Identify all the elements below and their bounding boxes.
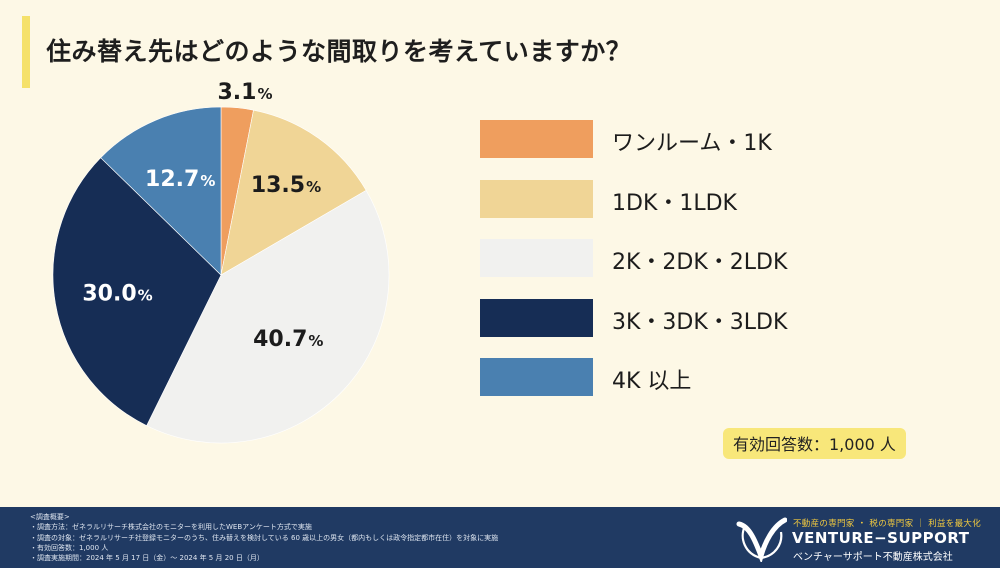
pie-slice [220, 109, 367, 276]
brand-name: VENTURE−SUPPORT [792, 529, 970, 547]
legend-item-1dk: 1DK・1LDK [480, 179, 920, 220]
legend-item-3k: 3K・3DK・3LDK [480, 298, 920, 339]
pie-value-label: 13.5% [251, 173, 321, 198]
venture-support-logo-icon [736, 517, 787, 562]
legend-swatch [480, 358, 593, 396]
legend-item-2k: 2K・2DK・2LDK [480, 239, 920, 279]
legend-label: 3K・3DK・3LDK [612, 309, 788, 335]
legend-label: ワンルーム・1K [612, 131, 772, 156]
legend-swatch [480, 298, 593, 337]
pie-value-label: 12.7% [145, 167, 215, 192]
survey-notes: <調査概要> ・調査方法：ゼネラルリサーチ株式会社のモニターを利用したWEBアン… [30, 512, 498, 563]
pie-value-label: 40.7% [253, 327, 323, 352]
chart-title: 住み替え先はどのような間取りを考えていますか？ [46, 37, 632, 66]
pie-value-label: 3.1% [217, 80, 272, 105]
respondents-count-badge: 有効回答数：1,000 人 [723, 428, 906, 459]
pie-slice [146, 189, 390, 444]
legend-item-one-room: ワンルーム・1K [480, 120, 920, 160]
legend-swatch [480, 239, 593, 277]
pie-slice [100, 106, 222, 276]
legend: ワンルーム・1K 1DK・1LDK 2K・2DK・2LDK 3K・3DK・3LD… [480, 120, 920, 418]
brand-company: ベンチャーサポート不動産株式会社 [793, 552, 953, 563]
title-accent-bar [22, 16, 30, 88]
survey-note: ・調査実施期間：2024 年 5 月 17 日（金）～ 2024 年 5 月 2… [30, 554, 264, 563]
legend-item-4k: 4K 以上 [480, 358, 920, 398]
survey-note: ・有効回答数：1,000 人 [30, 543, 109, 552]
legend-swatch [480, 179, 593, 218]
survey-note: ・調査の対象：ゼネラルリサーチ社登録モニターのうち、住み替えを検討している 60… [30, 533, 499, 542]
footer: <調査概要> ・調査方法：ゼネラルリサーチ株式会社のモニターを利用したWEBアン… [0, 507, 1000, 568]
survey-note: ・調査方法：ゼネラルリサーチ株式会社のモニターを利用したWEBアンケート方式で実… [30, 523, 312, 532]
legend-label: 2K・2DK・2LDK [612, 250, 788, 275]
legend-swatch [480, 120, 593, 158]
survey-heading: <調査概要> [30, 513, 70, 521]
brand-tagline: 不動産の専門家 ・ 税の専門家 ｜ 利益を最大化 [793, 519, 982, 529]
legend-label: 4K 以上 [612, 369, 692, 394]
pie-value-label: 30.0% [82, 282, 152, 307]
legend-label: 1DK・1LDK [612, 190, 737, 216]
pie-slice [52, 157, 222, 427]
